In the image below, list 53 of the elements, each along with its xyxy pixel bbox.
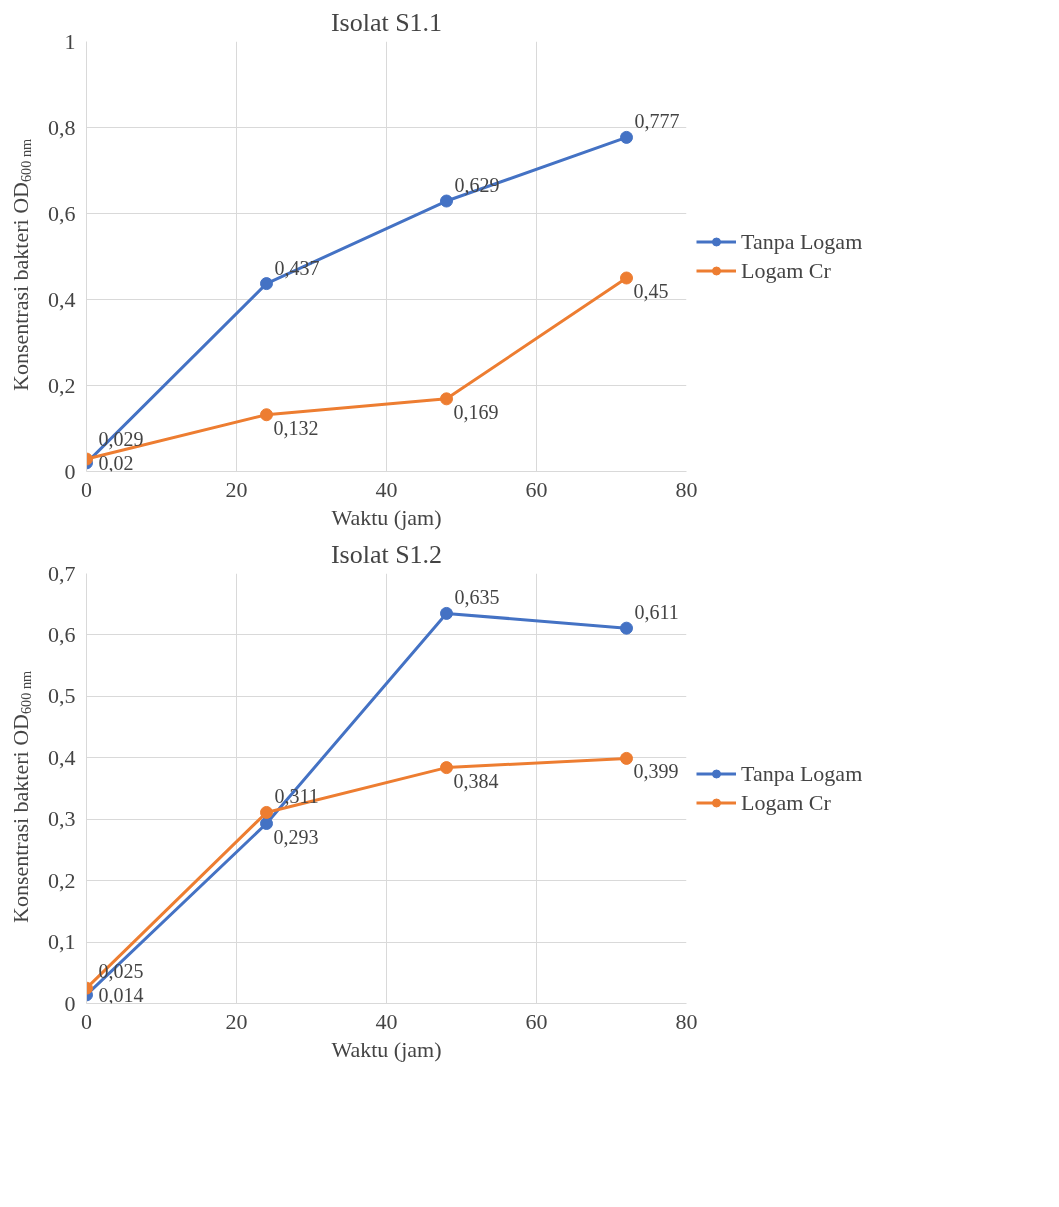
legend-label: Tanpa Logam	[741, 228, 863, 255]
y-tick-label: 1	[64, 28, 76, 54]
x-tick-label: 0	[81, 476, 92, 502]
chart-title: Isolat S1.2	[330, 539, 443, 569]
data-label: 0,384	[453, 769, 499, 792]
x-tick-label: 80	[675, 476, 698, 502]
point	[440, 606, 453, 620]
y-tick-label: 0,4	[48, 744, 76, 770]
x-tick-label: 60	[525, 476, 548, 502]
y-tick-label: 0,5	[48, 683, 76, 709]
point	[620, 271, 633, 285]
y-tick-label: 0	[64, 458, 76, 484]
data-label: 0,635	[454, 586, 500, 609]
x-tick-label: 20	[225, 476, 248, 502]
x-tick-label: 40	[375, 476, 398, 502]
legend-label: Tanpa Logam	[741, 760, 863, 787]
data-label: 0,777	[634, 110, 680, 133]
y-tick-label: 0,4	[48, 286, 76, 312]
y-tick-label: 0,2	[48, 372, 76, 398]
data-label: 0,399	[633, 760, 679, 783]
x-tick-label: 40	[375, 1008, 398, 1034]
x-axis-title: Waktu (jam)	[331, 1036, 442, 1062]
x-axis-title: Waktu (jam)	[331, 504, 442, 530]
y-tick-label: 0,7	[48, 560, 76, 586]
x-tick-label: 20	[225, 1008, 248, 1034]
data-label: 0,169	[453, 400, 499, 423]
x-tick-label: 0	[81, 1008, 92, 1034]
point	[620, 130, 633, 144]
data-label: 0,611	[634, 601, 679, 624]
x-tick-label: 80	[675, 1008, 698, 1034]
data-label: 0,45	[633, 280, 669, 302]
point	[260, 408, 273, 422]
point	[440, 194, 453, 208]
y-tick-label: 0,6	[48, 621, 76, 647]
y-tick-label: 0,6	[48, 200, 76, 226]
y-tick-label: 0,1	[48, 929, 76, 955]
point	[440, 392, 453, 406]
y-tick-label: 0,3	[48, 806, 76, 832]
point	[440, 761, 453, 775]
legend-label: Logam Cr	[741, 789, 831, 816]
chart-title: Isolat S1.1	[330, 7, 443, 37]
point	[620, 751, 633, 765]
y-tick-label: 0	[64, 990, 76, 1016]
point	[620, 621, 633, 635]
point	[260, 817, 273, 830]
y-tick-label: 0,8	[48, 114, 76, 140]
point	[260, 805, 273, 819]
data-label: 0,293	[273, 825, 319, 848]
point	[260, 277, 273, 291]
x-tick-label: 60	[525, 1008, 548, 1034]
data-label: 0,132	[273, 416, 319, 439]
y-tick-label: 0,2	[48, 867, 76, 893]
legend-label: Logam Cr	[741, 257, 831, 284]
